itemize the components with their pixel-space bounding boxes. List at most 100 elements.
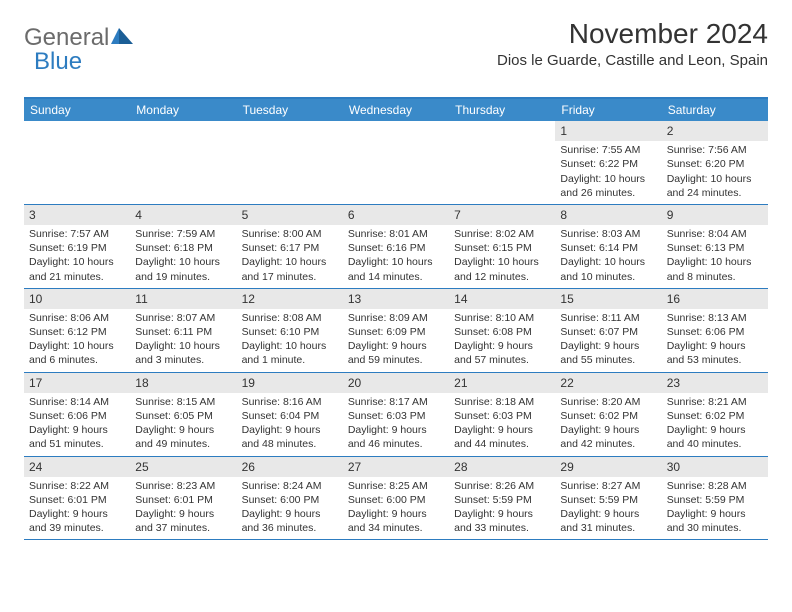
day-sr: Sunrise: 8:23 AM xyxy=(135,479,231,493)
day-number: 11 xyxy=(130,289,236,309)
day-dl2: and 3 minutes. xyxy=(135,353,231,367)
day-sr: Sunrise: 8:16 AM xyxy=(242,395,338,409)
day-sr: Sunrise: 8:10 AM xyxy=(454,311,550,325)
day-dl2: and 33 minutes. xyxy=(454,521,550,535)
day-body: Sunrise: 8:11 AMSunset: 6:07 PMDaylight:… xyxy=(555,311,661,372)
day-ss: Sunset: 6:02 PM xyxy=(667,409,763,423)
logo-text-blue: Blue xyxy=(34,48,82,76)
day-ss: Sunset: 6:17 PM xyxy=(242,241,338,255)
day-sr: Sunrise: 8:20 AM xyxy=(560,395,656,409)
calendar: Sunday Monday Tuesday Wednesday Thursday… xyxy=(24,97,768,540)
day-cell: 20Sunrise: 8:17 AMSunset: 6:03 PMDayligh… xyxy=(343,373,449,456)
day-sr: Sunrise: 8:21 AM xyxy=(667,395,763,409)
day-number: 10 xyxy=(24,289,130,309)
weekday-header-row: Sunday Monday Tuesday Wednesday Thursday… xyxy=(24,99,768,121)
day-dl1: Daylight: 9 hours xyxy=(348,507,444,521)
day-dl1: Daylight: 9 hours xyxy=(348,339,444,353)
day-ss: Sunset: 6:02 PM xyxy=(560,409,656,423)
day-number: 2 xyxy=(662,121,768,141)
day-dl2: and 51 minutes. xyxy=(29,437,125,451)
day-cell: 1Sunrise: 7:55 AMSunset: 6:22 PMDaylight… xyxy=(555,121,661,204)
day-ss: Sunset: 6:19 PM xyxy=(29,241,125,255)
day-body: Sunrise: 8:02 AMSunset: 6:15 PMDaylight:… xyxy=(449,227,555,288)
day-ss: Sunset: 6:11 PM xyxy=(135,325,231,339)
day-ss: Sunset: 6:03 PM xyxy=(454,409,550,423)
day-sr: Sunrise: 8:14 AM xyxy=(29,395,125,409)
day-number: 23 xyxy=(662,373,768,393)
week-row: 17Sunrise: 8:14 AMSunset: 6:06 PMDayligh… xyxy=(24,373,768,457)
day-number: 12 xyxy=(237,289,343,309)
day-body: Sunrise: 8:00 AMSunset: 6:17 PMDaylight:… xyxy=(237,227,343,288)
day-dl1: Daylight: 9 hours xyxy=(454,507,550,521)
day-dl2: and 59 minutes. xyxy=(348,353,444,367)
day-dl1: Daylight: 9 hours xyxy=(135,507,231,521)
day-ss: Sunset: 5:59 PM xyxy=(560,493,656,507)
day-ss: Sunset: 6:13 PM xyxy=(667,241,763,255)
day-cell: 2Sunrise: 7:56 AMSunset: 6:20 PMDaylight… xyxy=(662,121,768,204)
day-body: Sunrise: 8:13 AMSunset: 6:06 PMDaylight:… xyxy=(662,311,768,372)
day-dl2: and 31 minutes. xyxy=(560,521,656,535)
location-text: Dios le Guarde, Castille and Leon, Spain xyxy=(497,52,768,69)
day-ss: Sunset: 6:14 PM xyxy=(560,241,656,255)
day-ss: Sunset: 6:06 PM xyxy=(29,409,125,423)
day-dl1: Daylight: 10 hours xyxy=(454,255,550,269)
day-ss: Sunset: 6:10 PM xyxy=(242,325,338,339)
day-cell: 21Sunrise: 8:18 AMSunset: 6:03 PMDayligh… xyxy=(449,373,555,456)
day-number: 7 xyxy=(449,205,555,225)
day-cell: 10Sunrise: 8:06 AMSunset: 6:12 PMDayligh… xyxy=(24,289,130,372)
day-dl1: Daylight: 9 hours xyxy=(348,423,444,437)
day-sr: Sunrise: 8:04 AM xyxy=(667,227,763,241)
day-number: 25 xyxy=(130,457,236,477)
day-dl1: Daylight: 9 hours xyxy=(454,339,550,353)
day-dl1: Daylight: 10 hours xyxy=(29,255,125,269)
day-dl1: Daylight: 9 hours xyxy=(242,507,338,521)
day-ss: Sunset: 6:00 PM xyxy=(242,493,338,507)
day-dl2: and 36 minutes. xyxy=(242,521,338,535)
weekday-friday: Friday xyxy=(555,99,661,121)
day-number: 28 xyxy=(449,457,555,477)
week-row: 10Sunrise: 8:06 AMSunset: 6:12 PMDayligh… xyxy=(24,289,768,373)
day-sr: Sunrise: 8:18 AM xyxy=(454,395,550,409)
day-dl2: and 34 minutes. xyxy=(348,521,444,535)
day-dl1: Daylight: 9 hours xyxy=(29,423,125,437)
day-number: 4 xyxy=(130,205,236,225)
day-ss: Sunset: 6:09 PM xyxy=(348,325,444,339)
day-dl2: and 42 minutes. xyxy=(560,437,656,451)
day-dl1: Daylight: 10 hours xyxy=(348,255,444,269)
day-ss: Sunset: 6:00 PM xyxy=(348,493,444,507)
day-number: 26 xyxy=(237,457,343,477)
day-ss: Sunset: 6:16 PM xyxy=(348,241,444,255)
day-dl2: and 21 minutes. xyxy=(29,270,125,284)
weekday-sunday: Sunday xyxy=(24,99,130,121)
day-ss: Sunset: 6:03 PM xyxy=(348,409,444,423)
week-row: 24Sunrise: 8:22 AMSunset: 6:01 PMDayligh… xyxy=(24,457,768,541)
day-cell: 17Sunrise: 8:14 AMSunset: 6:06 PMDayligh… xyxy=(24,373,130,456)
day-body: Sunrise: 8:07 AMSunset: 6:11 PMDaylight:… xyxy=(130,311,236,372)
day-cell: 6Sunrise: 8:01 AMSunset: 6:16 PMDaylight… xyxy=(343,205,449,288)
day-number: 30 xyxy=(662,457,768,477)
day-number: 14 xyxy=(449,289,555,309)
day-number: 22 xyxy=(555,373,661,393)
day-number: 19 xyxy=(237,373,343,393)
day-dl2: and 40 minutes. xyxy=(667,437,763,451)
day-sr: Sunrise: 8:02 AM xyxy=(454,227,550,241)
day-cell: 25Sunrise: 8:23 AMSunset: 6:01 PMDayligh… xyxy=(130,457,236,540)
day-sr: Sunrise: 8:25 AM xyxy=(348,479,444,493)
day-number: 16 xyxy=(662,289,768,309)
day-sr: Sunrise: 8:01 AM xyxy=(348,227,444,241)
day-number: 9 xyxy=(662,205,768,225)
day-dl2: and 17 minutes. xyxy=(242,270,338,284)
day-dl2: and 46 minutes. xyxy=(348,437,444,451)
day-cell: 22Sunrise: 8:20 AMSunset: 6:02 PMDayligh… xyxy=(555,373,661,456)
day-body: Sunrise: 8:08 AMSunset: 6:10 PMDaylight:… xyxy=(237,311,343,372)
day-cell xyxy=(449,121,555,204)
day-body: Sunrise: 8:09 AMSunset: 6:09 PMDaylight:… xyxy=(343,311,449,372)
day-cell: 14Sunrise: 8:10 AMSunset: 6:08 PMDayligh… xyxy=(449,289,555,372)
day-body: Sunrise: 8:15 AMSunset: 6:05 PMDaylight:… xyxy=(130,395,236,456)
day-dl1: Daylight: 10 hours xyxy=(242,339,338,353)
day-sr: Sunrise: 8:11 AM xyxy=(560,311,656,325)
day-dl1: Daylight: 9 hours xyxy=(667,339,763,353)
day-body: Sunrise: 8:14 AMSunset: 6:06 PMDaylight:… xyxy=(24,395,130,456)
day-dl2: and 55 minutes. xyxy=(560,353,656,367)
day-number: 21 xyxy=(449,373,555,393)
